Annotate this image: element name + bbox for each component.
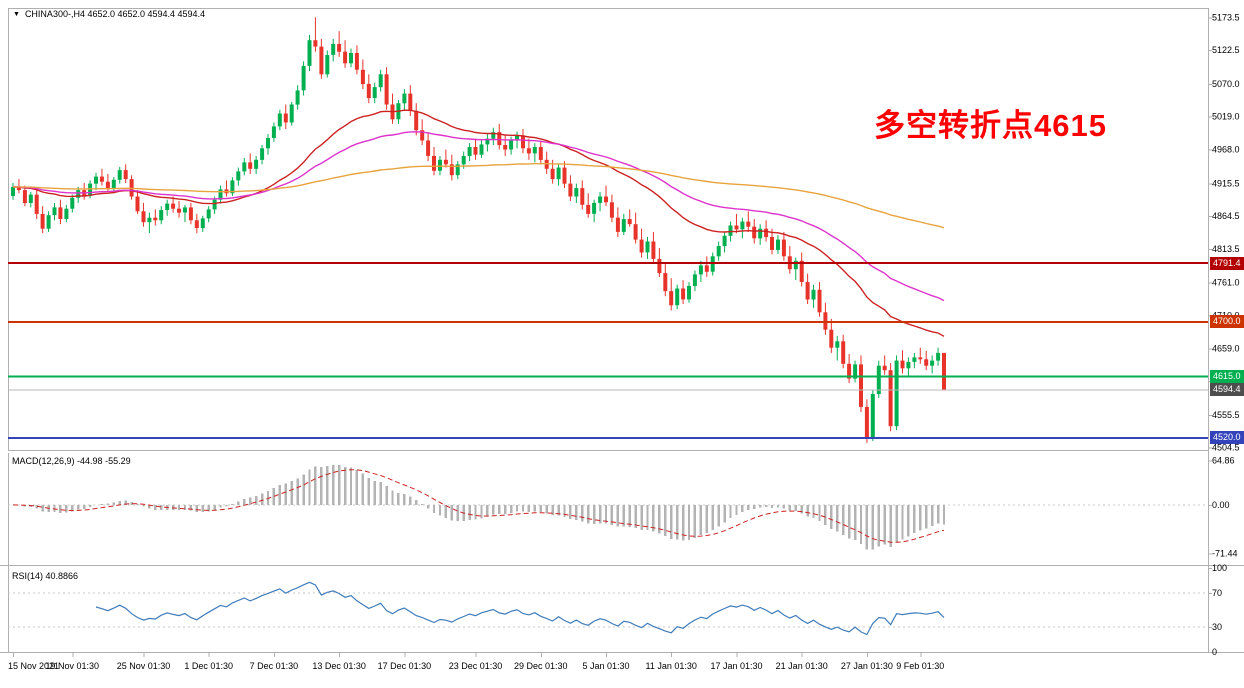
macd-histogram (17, 465, 946, 550)
ma-slow-orange (13, 163, 945, 229)
svg-text:0.00: 0.00 (1212, 500, 1230, 510)
svg-text:29 Dec 01:30: 29 Dec 01:30 (514, 661, 568, 671)
svg-text:7 Dec 01:30: 7 Dec 01:30 (250, 661, 299, 671)
price-level-tag: 4520.0 (1210, 431, 1244, 444)
svg-text:15 Nov 2021: 15 Nov 2021 (8, 661, 59, 671)
panel-frames (0, 8, 1244, 653)
svg-text:4555.5: 4555.5 (1212, 410, 1240, 420)
svg-text:19 Nov 01:30: 19 Nov 01:30 (46, 661, 100, 671)
svg-text:4761.0: 4761.0 (1212, 278, 1240, 288)
symbol-ohlc-text: CHINA300-,H4 4652.0 4652.0 4594.4 4594.4 (24, 9, 206, 19)
svg-text:5173.5: 5173.5 (1212, 12, 1240, 22)
macd-values: -44.98 -55.29 (77, 456, 131, 466)
price-level-tag: 4700.0 (1210, 315, 1244, 328)
svg-text:23 Dec 01:30: 23 Dec 01:30 (449, 661, 503, 671)
svg-text:1 Dec 01:30: 1 Dec 01:30 (184, 661, 233, 671)
price-level-tag: 4615.0 (1210, 370, 1244, 383)
price-level-tag: 4791.4 (1210, 257, 1244, 270)
rsi-indicator-label: RSI(14) 40.8866 (12, 571, 78, 581)
ma-mid-magenta (12, 131, 945, 302)
svg-text:4504.5: 4504.5 (1212, 443, 1240, 453)
rsi-value: 40.8866 (45, 571, 79, 581)
symbol-header[interactable]: ▼ CHINA300-,H4 4652.0 4652.0 4594.4 4594… (13, 9, 205, 19)
svg-text:4968.0: 4968.0 (1212, 145, 1240, 155)
svg-text:30: 30 (1212, 622, 1222, 632)
svg-text:4813.5: 4813.5 (1212, 244, 1240, 254)
svg-text:70: 70 (1212, 588, 1222, 598)
svg-text:-71.44: -71.44 (1212, 549, 1238, 559)
svg-text:64.86: 64.86 (1212, 456, 1235, 466)
svg-text:13 Dec 01:30: 13 Dec 01:30 (312, 661, 366, 671)
svg-text:4659.0: 4659.0 (1212, 343, 1240, 353)
svg-text:17 Jan 01:30: 17 Jan 01:30 (710, 661, 762, 671)
svg-text:21 Jan 01:30: 21 Jan 01:30 (776, 661, 828, 671)
rsi-line (95, 581, 945, 636)
macd-indicator-label: MACD(12,26,9) -44.98 -55.29 (12, 456, 131, 466)
macd-signal-line (12, 469, 945, 543)
ma-fast-red (12, 109, 945, 337)
macd-name: MACD(12,26,9) (12, 456, 75, 466)
svg-text:5 Jan 01:30: 5 Jan 01:30 (582, 661, 629, 671)
svg-text:0: 0 (1212, 647, 1217, 657)
svg-text:25 Nov 01:30: 25 Nov 01:30 (117, 661, 171, 671)
svg-text:5019.0: 5019.0 (1212, 112, 1240, 122)
svg-text:4915.5: 4915.5 (1212, 178, 1240, 188)
annotation-text: 多空转折点4615 (874, 108, 1107, 143)
svg-text:9 Feb 01:30: 9 Feb 01:30 (896, 661, 944, 671)
svg-text:11 Jan 01:30: 11 Jan 01:30 (646, 661, 697, 671)
svg-text:27 Jan 01:30: 27 Jan 01:30 (841, 661, 893, 671)
current-price-tag: 4594.4 (1210, 383, 1244, 396)
symbol-dropdown-icon[interactable]: ▼ (13, 10, 20, 18)
svg-text:100: 100 (1212, 563, 1227, 573)
candles (11, 17, 946, 443)
svg-text:5122.5: 5122.5 (1212, 45, 1240, 55)
horizontal-level-lines[interactable] (8, 262, 1208, 439)
price-axis: 5173.5 5122.5 5070.0 5019.0 4968.0 4915.5 4864… (1209, 12, 1240, 657)
rsi-name: RSI(14) (12, 571, 44, 581)
svg-text:5070.0: 5070.0 (1212, 79, 1240, 89)
svg-text:4864.5: 4864.5 (1212, 211, 1240, 221)
svg-text:17 Dec 01:30: 17 Dec 01:30 (378, 661, 432, 671)
